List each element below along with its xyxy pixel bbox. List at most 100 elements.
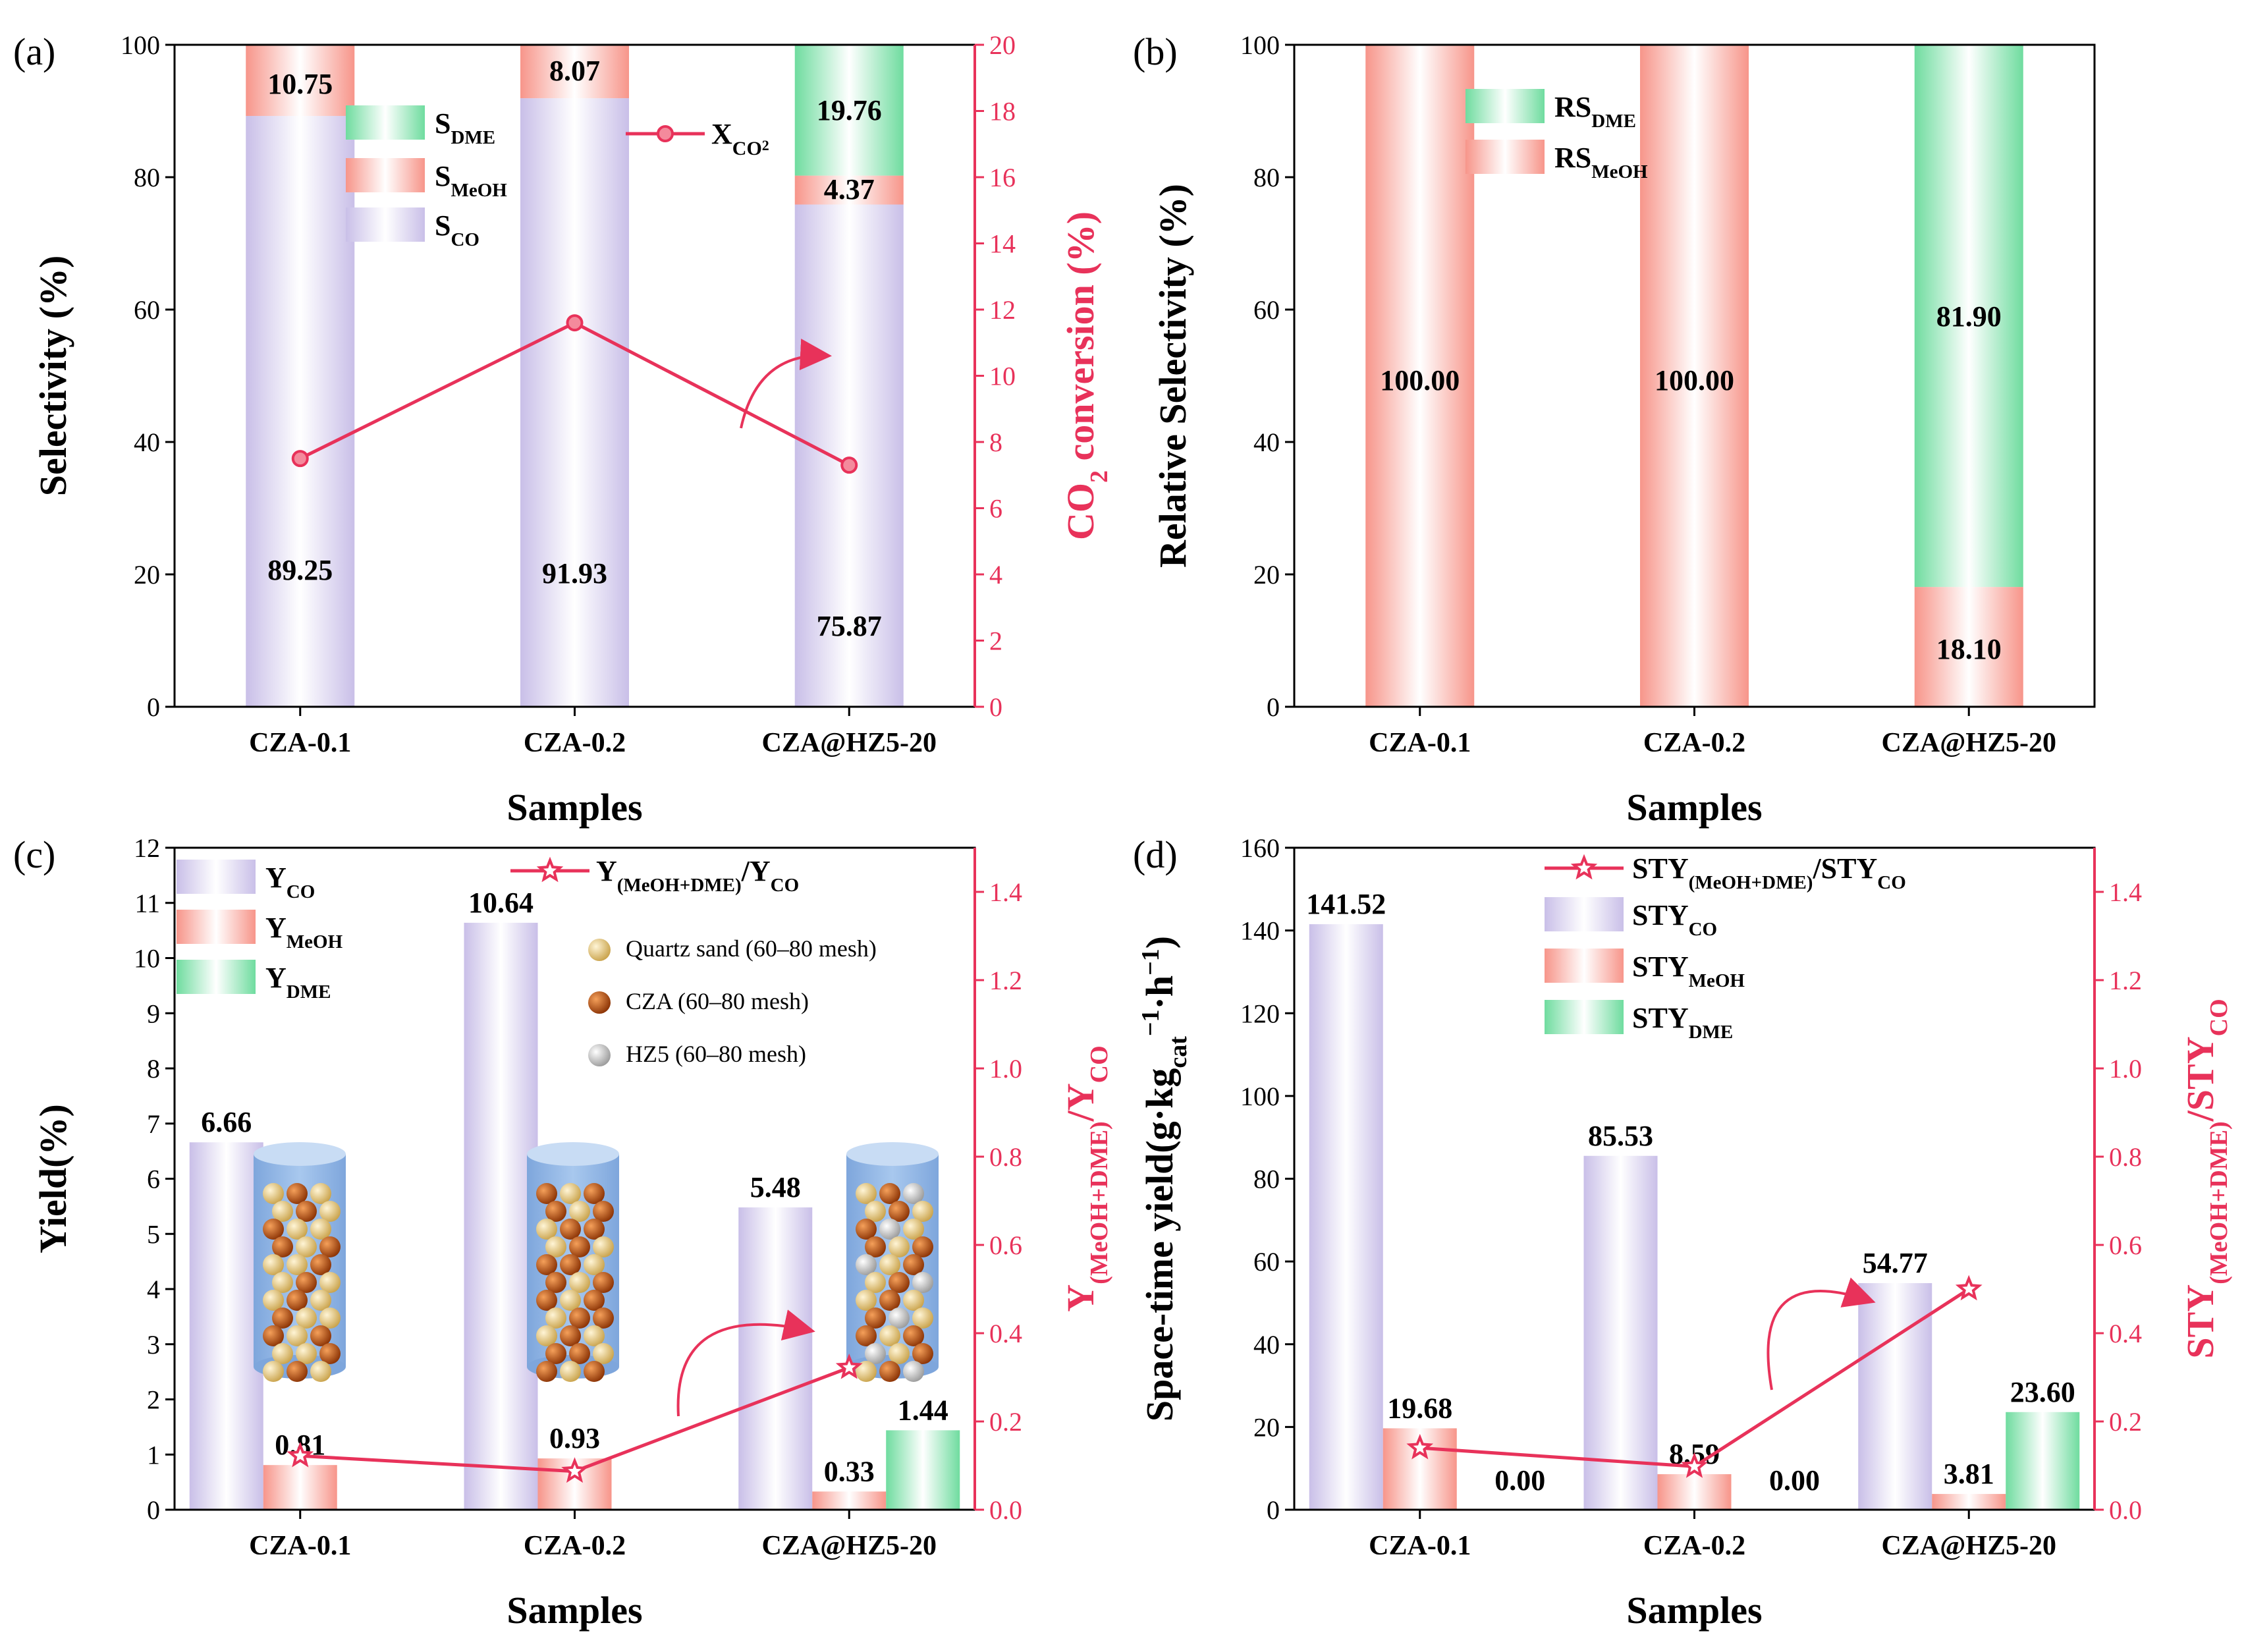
bar-meoh-1 [246, 45, 355, 117]
y-tick-label: 40 [134, 427, 160, 457]
cza-particle [865, 1308, 886, 1329]
bar-meoh-3 [1914, 587, 2023, 707]
hz5-particle [865, 1343, 886, 1364]
cza-particle [584, 1219, 605, 1240]
x-category-label: CZA@HZ5-20 [762, 728, 937, 758]
legend-label-co: YCO [265, 862, 315, 902]
y-tick-label: 160 [1240, 833, 1280, 863]
y2-tick-label: 0.8 [989, 1142, 1022, 1172]
data-label-dme: 0.00 [1769, 1464, 1820, 1497]
quartz-particle [287, 1254, 308, 1275]
y2-tick-label: 0.6 [2109, 1230, 2142, 1260]
y-tick-label: 0 [1267, 692, 1280, 722]
legend-swatch-dme [1465, 89, 1545, 123]
y-tick-label: 20 [134, 560, 160, 590]
y-axis-title: Yield(%) [32, 1104, 74, 1253]
cza-particle [879, 1183, 900, 1204]
legend-label-meoh: RSMeOH [1554, 142, 1648, 182]
quartz-particle [272, 1272, 293, 1293]
x-category-label: CZA-0.2 [524, 728, 626, 758]
cza-particle [319, 1343, 341, 1364]
legend-label-dme: STYDME [1632, 1002, 1733, 1043]
y-tick-label: 60 [134, 295, 160, 325]
cza-particle [865, 1236, 886, 1257]
quartz-particle [912, 1308, 933, 1329]
quartz-legend-particle [588, 939, 611, 961]
legend-swatch-co [346, 207, 425, 242]
bar-co-3 [1858, 1282, 1932, 1510]
y2-tick-label: 0.0 [2109, 1495, 2142, 1525]
y-tick-label: 0 [147, 692, 160, 722]
quartz-particle [865, 1272, 886, 1293]
cza-particle [287, 1183, 308, 1204]
data-label-meoh: 8.07 [549, 55, 600, 87]
cza-particle [560, 1325, 581, 1346]
y-tick-label: 7 [147, 1109, 160, 1139]
cza-particle [903, 1325, 924, 1346]
data-label-dme: 1.44 [898, 1394, 948, 1426]
hz5-particle [903, 1361, 924, 1382]
quartz-particle [263, 1290, 284, 1311]
cza-particle [879, 1361, 900, 1382]
data-label-co: 75.87 [817, 610, 882, 642]
panel-label: (d) [1133, 833, 1178, 876]
y-tick-label: 100 [1240, 30, 1280, 60]
data-label-co: 54.77 [1863, 1247, 1928, 1279]
x-category-label: CZA-0.1 [1369, 1531, 1471, 1561]
hz5-particle [912, 1272, 933, 1293]
y-tick-label: 80 [1253, 163, 1280, 192]
y-tick-label: 140 [1240, 916, 1280, 946]
data-label-meoh: 0.33 [824, 1455, 875, 1487]
y2-tick-label: 1.2 [2109, 966, 2142, 995]
y2-tick-label: 0 [989, 692, 1002, 722]
cza-particle [272, 1236, 293, 1257]
data-label-co: 6.66 [201, 1106, 252, 1138]
y-tick-label: 20 [1253, 1412, 1280, 1442]
legend-label-dme: SDME [435, 107, 495, 148]
quartz-particle [560, 1183, 581, 1204]
legend-label-line: STY(MeOH+DME)/STYCO [1632, 852, 1906, 893]
quartz-particle [903, 1219, 924, 1240]
line-point [1406, 1433, 1434, 1460]
legend-label-dme: YDME [265, 962, 331, 1003]
legend-swatch-meoh [1465, 140, 1545, 174]
data-label-dme: 23.60 [2010, 1376, 2075, 1408]
cza-particle [545, 1201, 566, 1222]
quartz-particle [287, 1219, 308, 1240]
y2-tick-label: 18 [989, 97, 1016, 126]
y2-tick-label: 20 [989, 30, 1016, 60]
panel-label: (c) [13, 833, 55, 876]
cza-particle [536, 1361, 557, 1382]
x-category-label: CZA@HZ5-20 [762, 1531, 937, 1561]
legend-line-marker [536, 856, 564, 883]
y-tick-label: 100 [1240, 1082, 1280, 1111]
line-point [561, 1457, 588, 1483]
cza-particle [545, 1272, 566, 1293]
cza-particle [296, 1201, 317, 1222]
y-tick-label: 0 [1267, 1495, 1280, 1525]
bar-dme-3 [886, 1430, 960, 1510]
quartz-particle [263, 1361, 284, 1382]
legend-label-dme: RSDME [1554, 91, 1636, 132]
bar-meoh-3 [812, 1491, 887, 1510]
cza-particle [569, 1343, 590, 1364]
x-category-label: CZA@HZ5-20 [1882, 728, 2056, 758]
quartz-particle [263, 1254, 284, 1275]
legend-label-meoh: STYMeOH [1632, 950, 1745, 991]
bar-meoh-2 [520, 45, 629, 99]
y-tick-label: 60 [1253, 295, 1280, 325]
y2-tick-label: 1.4 [2109, 877, 2142, 907]
cza-particle [569, 1308, 590, 1329]
bar-meoh-1 [263, 1465, 337, 1510]
cza-particle [912, 1236, 933, 1257]
quartz-particle [912, 1201, 933, 1222]
cza-particle [560, 1219, 581, 1240]
bar-co-2 [1583, 1155, 1658, 1510]
cza-particle [536, 1183, 557, 1204]
cza-particle [584, 1361, 605, 1382]
cza-particle [272, 1308, 293, 1329]
bar-co-1 [189, 1142, 263, 1510]
quartz-particle [889, 1236, 910, 1257]
cza-particle [584, 1290, 605, 1311]
